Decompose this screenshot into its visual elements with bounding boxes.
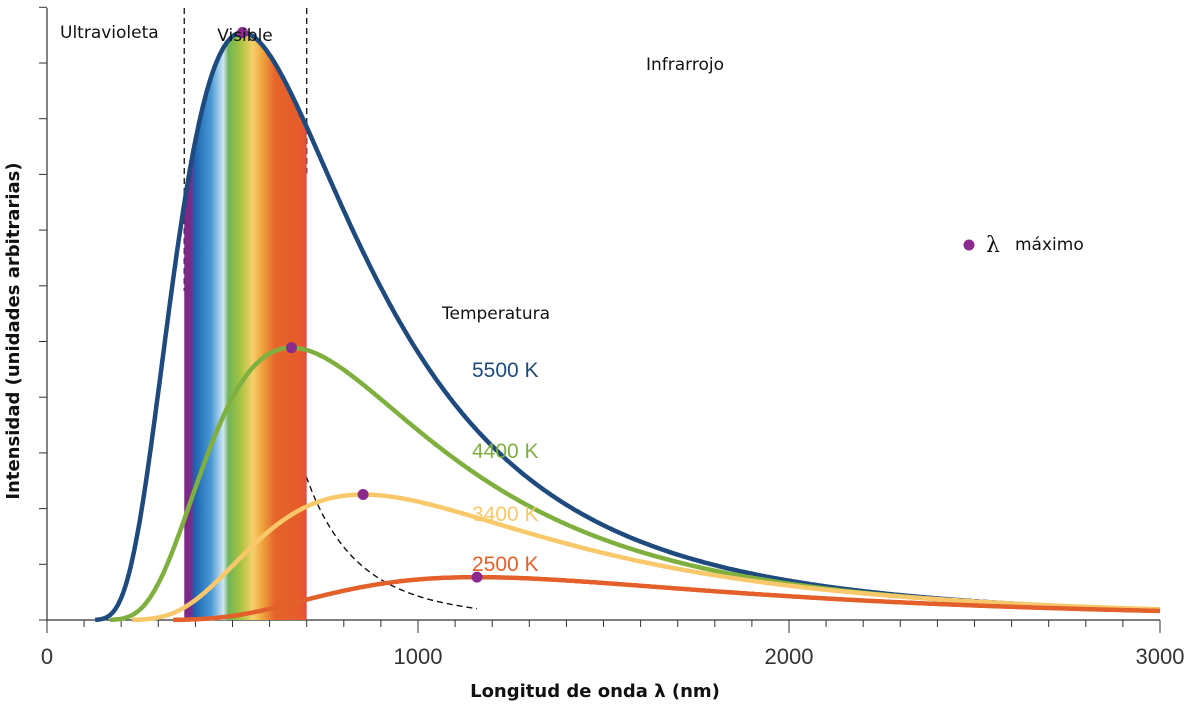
peak-marker-2500k: [471, 571, 483, 583]
peak-marker-legend: λ máximo: [963, 233, 1084, 258]
curve-2500k: [172, 574, 1161, 623]
series-label-4400k: 4400 K: [472, 440, 539, 463]
peak-marker-4400k: [285, 342, 297, 354]
x-axis-tick-labels: 0 1000 2000 3000: [41, 644, 1185, 669]
x-axis-ticks: [46, 620, 1161, 633]
peak-marker-legend-dot: [963, 239, 975, 251]
series-labels: 5500 K 4400 K 3400 K 2500 K: [472, 359, 539, 576]
x-tick-label: 1000: [394, 644, 443, 669]
y-axis-title: Intensidad (unidades arbitrarias): [3, 162, 24, 499]
peak-marker-5500k: [237, 26, 249, 38]
peak-markers: [237, 26, 483, 583]
x-tick-label: 0: [41, 644, 53, 669]
x-tick-label: 2000: [765, 644, 814, 669]
x-tick-label: 3000: [1136, 644, 1185, 669]
peak-marker-legend-symbol: λ: [986, 233, 1000, 258]
series-label-3400k: 3400 K: [472, 503, 539, 526]
visible-spectrum-band: [184, 32, 307, 620]
curve-3400k: [131, 492, 1161, 623]
y-axis-ticks: [39, 6, 47, 621]
region-label-infrared: Infrarrojo: [646, 55, 724, 75]
series-curves: [94, 30, 1161, 623]
series-label-2500k: 2500 K: [472, 553, 539, 576]
legend-title: Temperatura: [441, 304, 550, 324]
region-label-visible: Visible: [217, 26, 273, 46]
series-label-5500k: 5500 K: [472, 359, 539, 382]
peak-marker-legend-label: máximo: [1015, 235, 1084, 255]
region-label-ultraviolet: Ultravioleta: [60, 23, 159, 43]
x-axis-title: Longitud de onda λ (nm): [470, 681, 720, 702]
peak-marker-3400k: [357, 489, 369, 501]
